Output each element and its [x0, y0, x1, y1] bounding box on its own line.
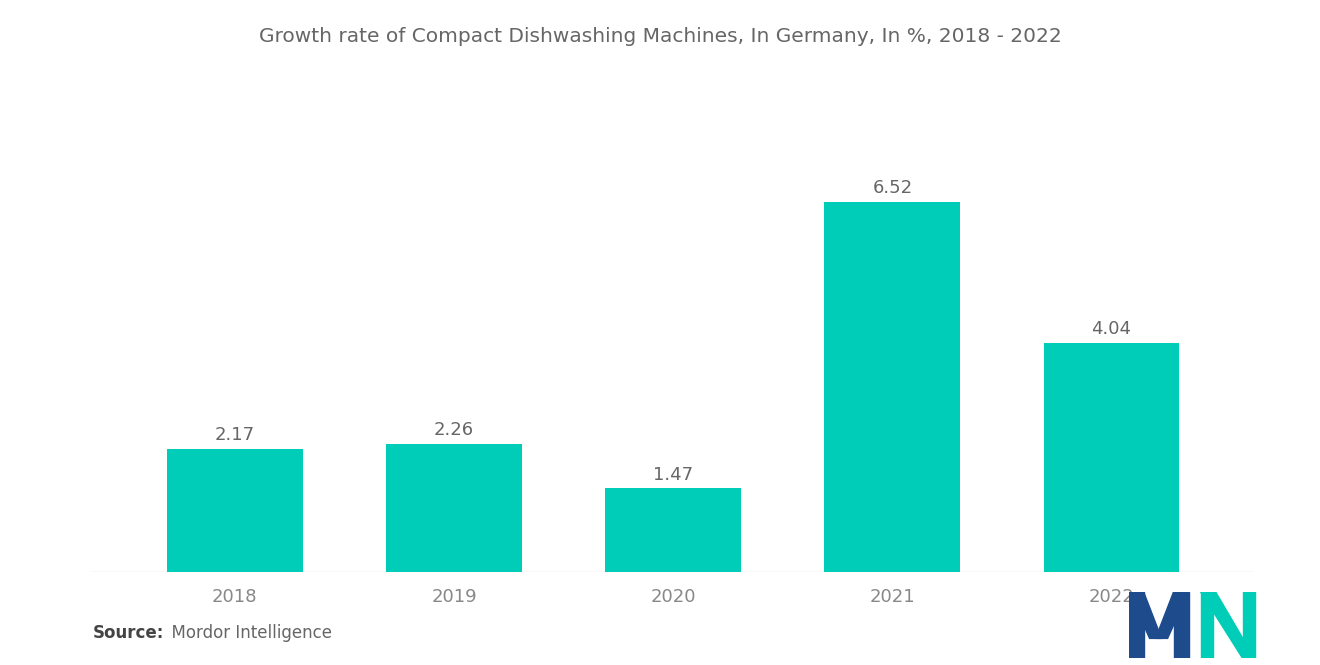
Polygon shape	[1155, 592, 1188, 638]
Text: 2.17: 2.17	[215, 426, 255, 444]
Text: Source:: Source:	[92, 624, 164, 642]
Text: 6.52: 6.52	[873, 180, 912, 198]
Polygon shape	[1242, 592, 1254, 658]
Polygon shape	[1201, 592, 1213, 658]
Text: 4.04: 4.04	[1092, 320, 1131, 338]
Text: Growth rate of Compact Dishwashing Machines, In Germany, In %, 2018 - 2022: Growth rate of Compact Dishwashing Machi…	[259, 27, 1061, 46]
Text: 1.47: 1.47	[653, 466, 693, 484]
Text: Mordor Intelligence: Mordor Intelligence	[161, 624, 333, 642]
Polygon shape	[1173, 592, 1188, 658]
Polygon shape	[1129, 592, 1143, 658]
Text: 2.26: 2.26	[434, 421, 474, 439]
Polygon shape	[1201, 592, 1254, 658]
Bar	[825, 201, 961, 572]
Polygon shape	[1129, 592, 1162, 638]
Bar	[166, 449, 302, 572]
Bar	[385, 444, 521, 572]
Bar	[1044, 342, 1180, 572]
Bar	[606, 489, 741, 572]
